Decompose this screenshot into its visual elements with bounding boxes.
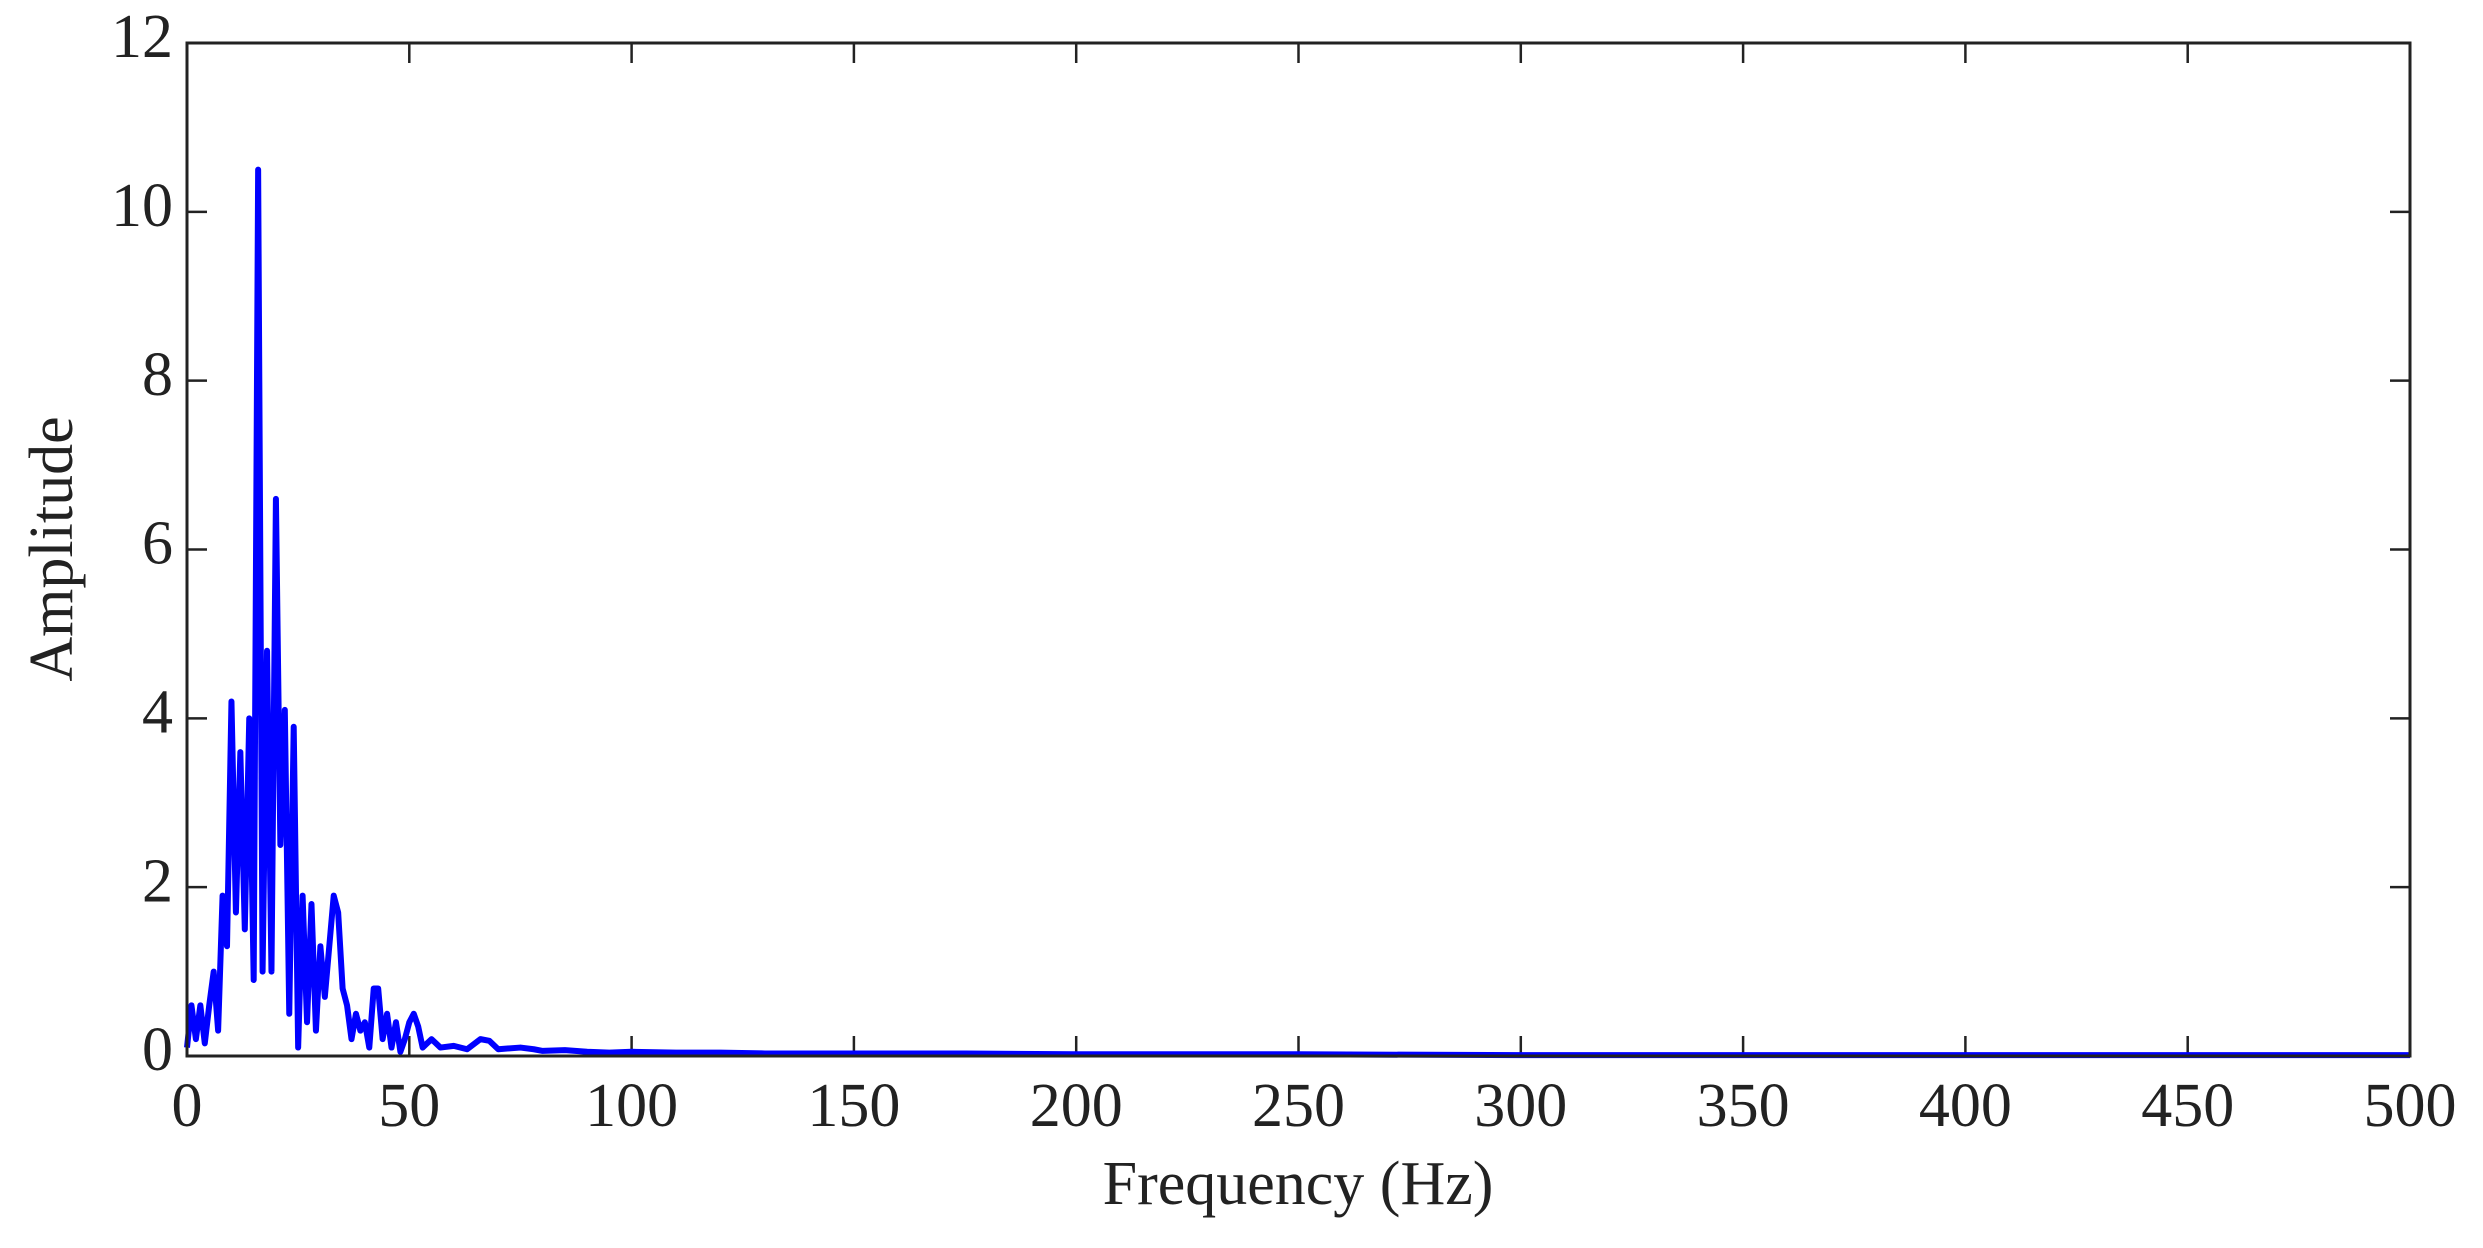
y-tick-label: 4: [142, 679, 173, 747]
x-tick-label: 400: [1919, 1072, 2012, 1140]
y-axis-label: Amplitude: [18, 416, 86, 681]
y-tick-label: 12: [111, 3, 173, 71]
x-tick-label: 150: [807, 1072, 900, 1140]
x-tick-label: 450: [2141, 1072, 2234, 1140]
y-tick-label: 6: [142, 510, 173, 578]
spectrum-line: [184, 166, 2410, 1059]
y-tick-label: 10: [111, 172, 173, 240]
y-tick-label: 0: [142, 1016, 173, 1084]
x-tick-label: 350: [1697, 1072, 1790, 1140]
x-tick-label: 0: [172, 1072, 203, 1140]
x-tick-label: 50: [378, 1072, 440, 1140]
y-tick-label: 8: [142, 341, 173, 409]
x-tick-label: 100: [585, 1072, 678, 1140]
y-tick-label: 2: [142, 847, 173, 915]
x-axis-label: Frequency (Hz): [1103, 1150, 1494, 1218]
x-tick-label: 250: [1252, 1072, 1345, 1140]
x-tick-label: 200: [1030, 1072, 1123, 1140]
x-tick-label: 300: [1474, 1072, 1567, 1140]
plot-frame: [185, 41, 2412, 1058]
x-tick-label: 500: [2364, 1072, 2457, 1140]
